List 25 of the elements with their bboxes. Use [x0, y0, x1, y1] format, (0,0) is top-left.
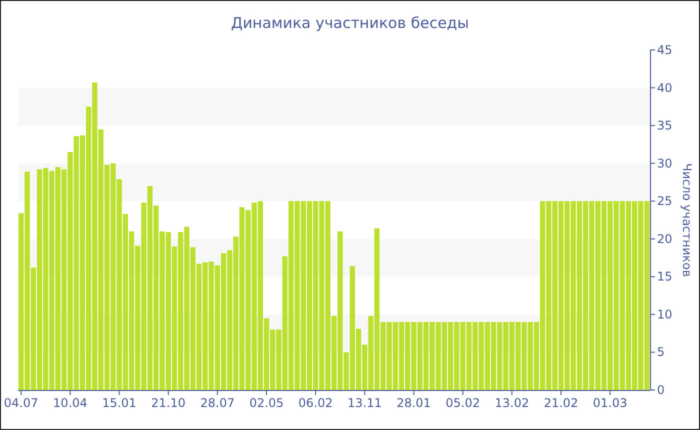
- chart-title: Динамика участников беседы: [230, 14, 470, 32]
- y-tick-label: 45: [657, 43, 672, 57]
- y-tick-label: 20: [657, 232, 672, 246]
- x-tick-label: 13.02: [494, 396, 530, 410]
- x-tick-label: 21.02: [544, 396, 578, 410]
- y-axis-title: Число участников: [680, 163, 694, 277]
- x-tick-label: 15.01: [102, 396, 136, 410]
- x-tick-label: 02.05: [249, 396, 284, 410]
- y-tick-label: 40: [657, 80, 672, 95]
- y-tick-label: 5: [657, 345, 665, 360]
- x-tick-label: 05.02: [446, 396, 480, 410]
- y-tick-label: 30: [657, 156, 672, 170]
- y-tick-label: 25: [657, 194, 672, 208]
- y-tick-label: 15: [657, 270, 672, 284]
- x-tick-label: 01.03: [592, 396, 628, 410]
- x-tick-label: 28.01: [396, 396, 431, 410]
- y-tick-label: 0: [657, 383, 665, 397]
- y-tick-label: 10: [657, 307, 672, 322]
- y-tick-label: 35: [657, 118, 672, 133]
- x-tick-label: 13.11: [347, 396, 382, 410]
- x-tick-label: 28.07: [200, 396, 235, 410]
- x-tick-label: 21.10: [151, 396, 186, 410]
- x-tick-label: 04.07: [4, 396, 38, 410]
- x-tick-label: 10.04: [53, 396, 88, 410]
- x-tick-label: 06.02: [298, 396, 333, 410]
